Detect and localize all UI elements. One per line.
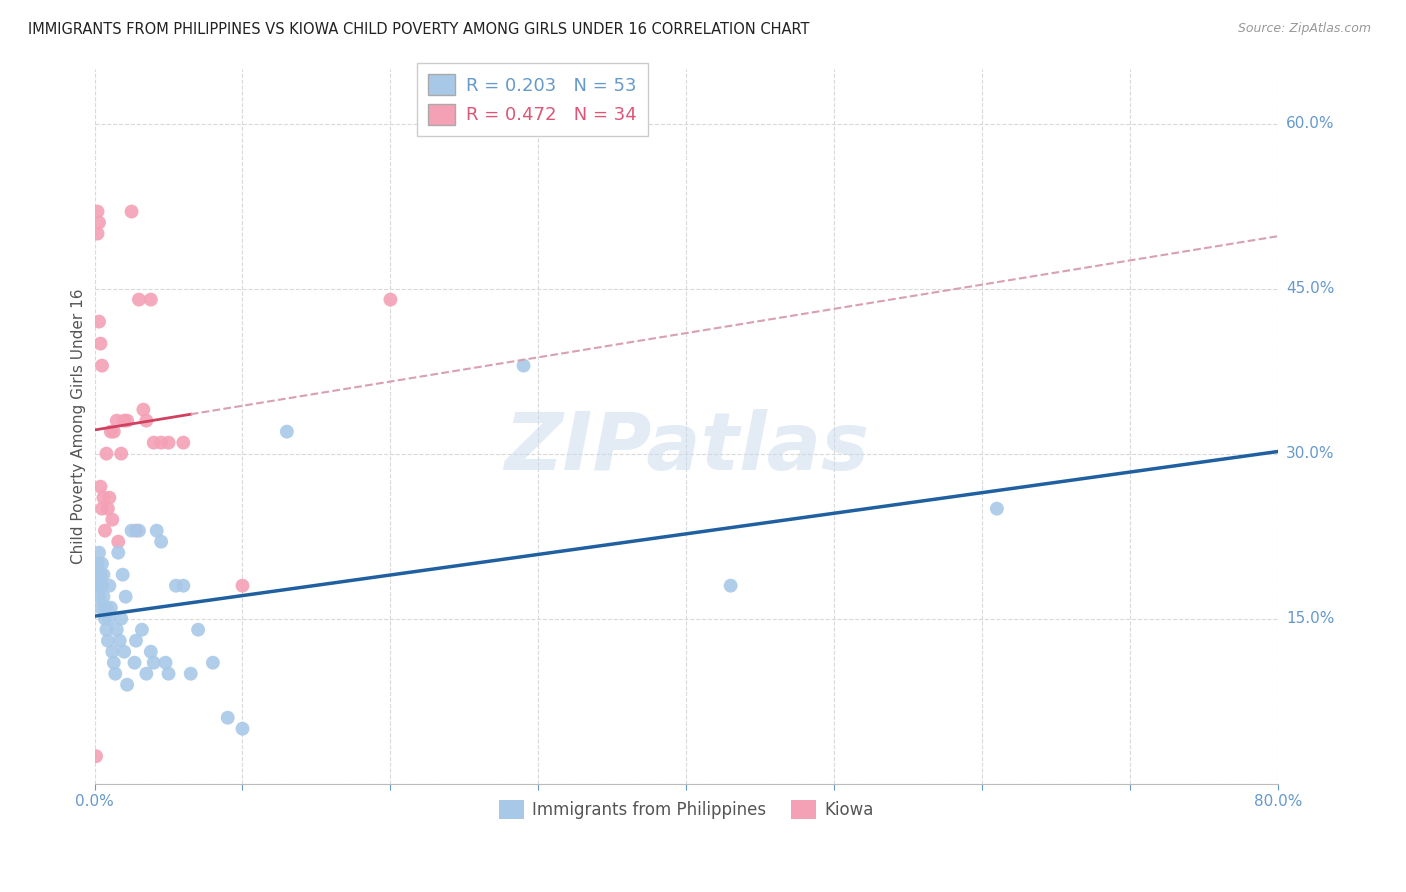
Point — [105, 623, 128, 637]
Point — [128, 524, 150, 538]
Text: 30.0%: 30.0% — [1286, 446, 1334, 461]
Point — [112, 645, 135, 659]
Point — [100, 425, 122, 439]
Point — [135, 666, 157, 681]
Point — [276, 425, 298, 439]
Point — [110, 447, 132, 461]
Point — [180, 666, 202, 681]
Text: ZIPatlas: ZIPatlas — [503, 409, 869, 486]
Point — [114, 590, 136, 604]
Point — [107, 534, 129, 549]
Point — [84, 567, 107, 582]
Point — [96, 447, 118, 461]
Point — [98, 491, 121, 505]
Point — [97, 501, 120, 516]
Point — [512, 359, 534, 373]
Point — [131, 623, 153, 637]
Text: 15.0%: 15.0% — [1286, 611, 1334, 626]
Point — [104, 666, 127, 681]
Point — [121, 524, 143, 538]
Point — [94, 612, 117, 626]
Point — [101, 513, 124, 527]
Point — [87, 216, 110, 230]
Point — [84, 749, 107, 764]
Y-axis label: Child Poverty Among Girls Under 16: Child Poverty Among Girls Under 16 — [72, 288, 86, 564]
Point — [201, 656, 224, 670]
Point — [145, 524, 167, 538]
Point — [720, 579, 742, 593]
Text: IMMIGRANTS FROM PHILIPPINES VS KIOWA CHILD POVERTY AMONG GIRLS UNDER 16 CORRELAT: IMMIGRANTS FROM PHILIPPINES VS KIOWA CHI… — [28, 22, 810, 37]
Point — [101, 645, 124, 659]
Point — [93, 567, 115, 582]
Point — [135, 414, 157, 428]
Point — [87, 590, 110, 604]
Point — [94, 600, 117, 615]
Point — [125, 524, 148, 538]
Point — [110, 612, 132, 626]
Point — [93, 590, 115, 604]
Point — [86, 579, 108, 593]
Point — [172, 435, 194, 450]
Point — [150, 534, 173, 549]
Point — [91, 557, 114, 571]
Text: 60.0%: 60.0% — [1286, 116, 1334, 131]
Point — [89, 567, 111, 582]
Point — [132, 402, 155, 417]
Point — [112, 414, 135, 428]
Point — [89, 480, 111, 494]
Point — [142, 435, 165, 450]
Legend: Immigrants from Philippines, Kiowa: Immigrants from Philippines, Kiowa — [492, 793, 880, 825]
Point — [155, 656, 177, 670]
Point — [128, 293, 150, 307]
Point — [86, 557, 108, 571]
Point — [172, 579, 194, 593]
Point — [380, 293, 402, 307]
Point — [157, 435, 180, 450]
Point — [231, 722, 253, 736]
Point — [96, 623, 118, 637]
Point — [986, 501, 1008, 516]
Point — [111, 567, 134, 582]
Point — [108, 633, 131, 648]
Point — [107, 546, 129, 560]
Point — [98, 579, 121, 593]
Point — [139, 293, 162, 307]
Point — [121, 204, 143, 219]
Point — [86, 227, 108, 241]
Text: 45.0%: 45.0% — [1286, 281, 1334, 296]
Point — [124, 656, 146, 670]
Point — [115, 678, 138, 692]
Point — [125, 633, 148, 648]
Point — [91, 359, 114, 373]
Point — [142, 656, 165, 670]
Point — [103, 425, 125, 439]
Point — [96, 600, 118, 615]
Point — [100, 600, 122, 615]
Point — [87, 315, 110, 329]
Point — [115, 414, 138, 428]
Point — [94, 524, 117, 538]
Point — [91, 579, 114, 593]
Point — [231, 579, 253, 593]
Point — [187, 623, 209, 637]
Point — [217, 711, 239, 725]
Point — [139, 645, 162, 659]
Point — [89, 336, 111, 351]
Point — [89, 600, 111, 615]
Point — [165, 579, 187, 593]
Point — [98, 612, 121, 626]
Point — [150, 435, 173, 450]
Point — [157, 666, 180, 681]
Point — [97, 633, 120, 648]
Point — [86, 204, 108, 219]
Point — [105, 414, 128, 428]
Point — [91, 501, 114, 516]
Point — [87, 546, 110, 560]
Text: Source: ZipAtlas.com: Source: ZipAtlas.com — [1237, 22, 1371, 36]
Point — [93, 491, 115, 505]
Point — [103, 656, 125, 670]
